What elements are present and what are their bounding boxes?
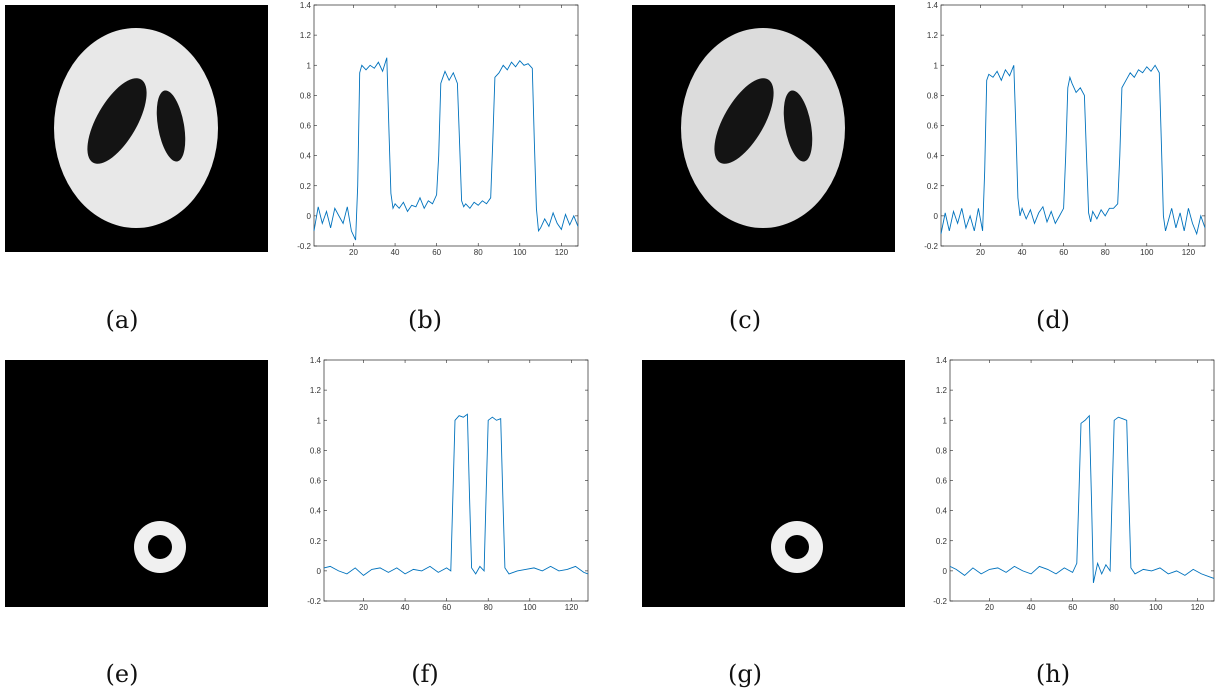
y-tick-label: 1	[307, 61, 312, 70]
phantom-image-c	[632, 5, 895, 252]
x-tick-label: 20	[349, 248, 358, 257]
x-tick-label: 40	[401, 603, 410, 612]
y-tick-label: 0.4	[927, 152, 939, 161]
y-tick-label: 0.2	[310, 537, 322, 546]
y-tick-label: 0.8	[927, 91, 939, 100]
x-tick-label: 60	[1068, 603, 1077, 612]
profile-line	[949, 414, 1215, 583]
plot-area	[949, 359, 1215, 602]
x-tick-label: 120	[555, 248, 569, 257]
x-tick-label: 120	[565, 603, 579, 612]
plot-area	[323, 359, 589, 602]
x-tick-label: 60	[1059, 248, 1068, 257]
y-tick-label: 1.4	[927, 2, 939, 10]
x-tick-label: 40	[391, 248, 400, 257]
y-tick-label: 1	[943, 416, 948, 425]
y-tick-label: 0.2	[936, 537, 948, 546]
image-panel-a	[5, 5, 268, 252]
y-tick-label: 0.6	[310, 477, 322, 486]
y-tick-label: 0.6	[300, 122, 312, 131]
y-tick-label: -0.2	[933, 597, 947, 606]
y-tick-label: 1.2	[310, 386, 322, 395]
profile-chart-f: 20 40 60 80 100 120 -0.2 0 0.2 0.4 0.6 0.8 1 1.2 1.4	[304, 357, 594, 613]
profile-chart-h: 20 40 60 80 100 120 -0.2 0 0.2 0.4 0.6 0.8 1 1.2 1.4	[930, 357, 1220, 613]
caption-f: (f)	[411, 660, 439, 688]
image-panel-g	[642, 360, 905, 607]
caption-h: (h)	[1035, 660, 1071, 688]
y-tick-label: 0.8	[936, 446, 948, 455]
y-tick-label: 0.2	[927, 182, 939, 191]
y-tick-label: 1	[317, 416, 322, 425]
x-tick-label: 100	[1140, 248, 1154, 257]
y-tick-label: 1.2	[936, 386, 948, 395]
profile-chart-b-svg: 20 40 60 80 100 120 -0.2 0 0.2 0.4 0.6 0.8 1 1.2 1.4	[297, 2, 579, 257]
x-tick-label: 80	[474, 248, 483, 257]
y-tick-label: 0.8	[310, 446, 322, 455]
y-tick-label: 0.4	[300, 152, 312, 161]
phantom-image-a	[5, 5, 268, 252]
caption-c: (c)	[728, 306, 762, 334]
y-tick-label: 1.2	[927, 31, 939, 40]
y-tick-label: 0.2	[300, 182, 312, 191]
x-tick-label: 80	[1101, 248, 1110, 257]
x-tick-label: 20	[976, 248, 985, 257]
plot-area	[940, 4, 1206, 247]
profile-chart-h-svg: 20 40 60 80 100 120 -0.2 0 0.2 0.4 0.6 0.8 1 1.2 1.4	[933, 357, 1215, 612]
x-tick-label: 120	[1182, 248, 1196, 257]
x-tick-label: 40	[1018, 248, 1027, 257]
y-tick-label: -0.2	[924, 242, 938, 251]
y-tick-label: 0.4	[310, 507, 322, 516]
caption-b: (b)	[407, 306, 443, 334]
profile-chart-b: 20 40 60 80 100 120 -0.2 0 0.2 0.4 0.6 0.8 1 1.2 1.4	[294, 2, 584, 258]
profile-line	[323, 413, 589, 576]
x-tick-label: 80	[484, 603, 493, 612]
x-tick-label: 100	[1149, 603, 1163, 612]
x-tick-label: 60	[432, 248, 441, 257]
y-tick-label: 0.8	[300, 91, 312, 100]
profile-line	[313, 57, 579, 241]
profile-chart-f-svg: 20 40 60 80 100 120 -0.2 0 0.2 0.4 0.6 0.8 1 1.2 1.4	[307, 357, 589, 612]
x-tick-label: 20	[985, 603, 994, 612]
ring-image-g	[642, 360, 905, 607]
y-tick-label: 0	[307, 212, 312, 221]
y-tick-label: 1.2	[300, 31, 312, 40]
plot-area	[313, 4, 579, 247]
caption-a: (a)	[105, 306, 139, 334]
x-tick-label: 100	[513, 248, 527, 257]
y-tick-label: -0.2	[297, 242, 311, 251]
x-tick-label: 60	[442, 603, 451, 612]
y-tick-label: 0.6	[927, 122, 939, 131]
x-tick-label: 100	[523, 603, 537, 612]
x-tick-label: 80	[1110, 603, 1119, 612]
y-tick-label: 0.4	[936, 507, 948, 516]
y-tick-label: 1	[934, 61, 939, 70]
y-tick-label: 1.4	[310, 357, 322, 365]
y-tick-label: -0.2	[307, 597, 321, 606]
profile-chart-d-svg: 20 40 60 80 100 120 -0.2 0 0.2 0.4 0.6 0.8 1 1.2 1.4	[924, 2, 1206, 257]
image-panel-e	[5, 360, 268, 607]
ring-image-e	[5, 360, 268, 607]
x-tick-label: 40	[1027, 603, 1036, 612]
caption-e: (e)	[105, 660, 139, 688]
caption-g: (g)	[727, 660, 763, 688]
profile-line	[940, 64, 1206, 236]
profile-chart-d: 20 40 60 80 100 120 -0.2 0 0.2 0.4 0.6 0.8 1 1.2 1.4	[921, 2, 1211, 258]
caption-d: (d)	[1035, 306, 1071, 334]
y-tick-label: 0.6	[936, 477, 948, 486]
x-tick-label: 120	[1191, 603, 1205, 612]
y-tick-label: 1.4	[936, 357, 948, 365]
y-tick-label: 0	[943, 567, 948, 576]
y-tick-label: 1.4	[300, 2, 312, 10]
y-tick-label: 0	[934, 212, 939, 221]
x-tick-label: 20	[359, 603, 368, 612]
image-panel-c	[632, 5, 895, 252]
y-tick-label: 0	[317, 567, 322, 576]
